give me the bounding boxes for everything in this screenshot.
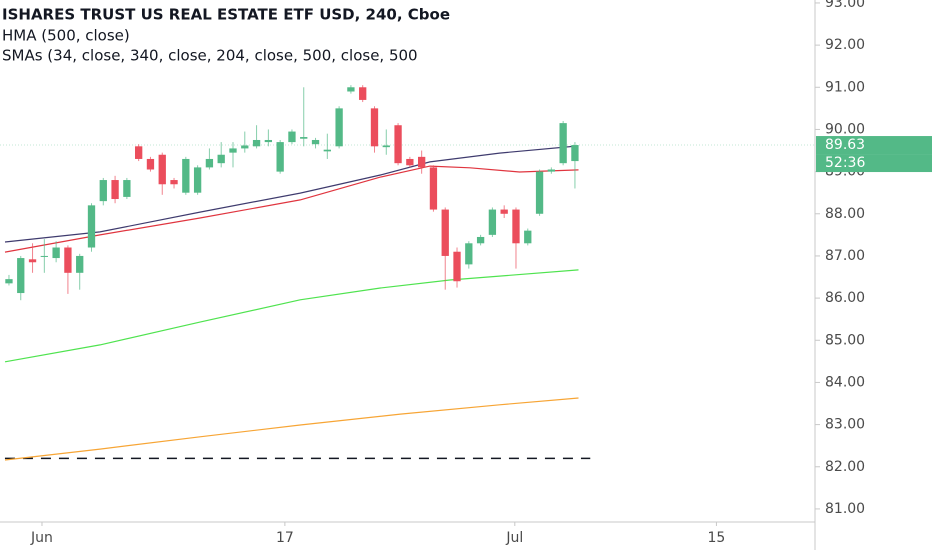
candle-body: [535, 171, 544, 214]
candle-body: [382, 145, 390, 148]
candle-body: [500, 209, 508, 214]
indicator-line: [4, 397, 579, 461]
candle-body: [99, 180, 107, 202]
indicator-line: [4, 165, 579, 253]
candle-body: [76, 255, 84, 273]
candle-body: [264, 139, 273, 143]
candle-body: [441, 209, 449, 256]
candle-body: [488, 209, 497, 235]
candle-body: [347, 87, 355, 92]
plot-area: [0, 85, 815, 461]
candle-body: [559, 123, 567, 164]
y-tick-label: 86.00: [825, 290, 865, 306]
y-tick-label: 92.00: [825, 37, 865, 53]
candle-body: [205, 158, 214, 168]
x-tick-label: Jun: [30, 530, 53, 546]
candle-body: [64, 247, 72, 273]
candle-body: [465, 243, 473, 265]
candle-body: [311, 139, 320, 145]
candle-body: [123, 180, 131, 197]
y-tick-label: 83.00: [825, 417, 865, 433]
candle-body: [323, 149, 331, 152]
candle-body: [524, 230, 532, 244]
x-tick-label: Jul: [505, 530, 523, 546]
y-tick-label: 90.00: [825, 121, 865, 137]
candle-body: [217, 154, 225, 164]
indicator-legend: SMAs (34, close, 340, close, 204, close,…: [2, 47, 418, 65]
candle-body: [28, 259, 37, 263]
x-tick-label: 15: [708, 530, 726, 546]
indicator-line: [4, 269, 579, 363]
x-tick-label: 17: [276, 530, 294, 546]
candle-body: [252, 139, 261, 147]
countdown-tag: [816, 154, 932, 173]
y-tick-label: 82.00: [825, 459, 865, 475]
candle-body: [146, 158, 155, 170]
candle-body: [512, 209, 520, 244]
candle-body: [193, 167, 202, 193]
candle-body: [158, 154, 166, 185]
candle-body: [571, 145, 579, 162]
indicator-legend: HMA (500, close): [2, 27, 130, 45]
candle-body: [453, 251, 461, 282]
y-tick-label: 93.00: [825, 0, 865, 11]
candle-body: [87, 205, 96, 248]
candle-body: [335, 108, 343, 147]
y-tick-label: 84.00: [825, 374, 865, 390]
candle-body: [300, 137, 308, 139]
candle-body: [241, 145, 249, 149]
y-tick-label: 85.00: [825, 332, 865, 348]
candle-body: [5, 279, 13, 284]
candle-body: [394, 125, 402, 164]
y-tick-label: 88.00: [825, 206, 865, 222]
candle-body: [135, 146, 143, 159]
candle-body: [229, 148, 237, 153]
last-price-tag: [816, 136, 932, 155]
candle-body: [417, 156, 426, 168]
candle-body: [52, 247, 60, 259]
indicator-line: [4, 145, 579, 243]
candle-body: [370, 108, 379, 147]
candle-body: [276, 142, 284, 172]
candle-body: [406, 158, 414, 166]
candle-body: [288, 131, 296, 143]
candle-body: [111, 180, 119, 200]
candle-body: [359, 87, 367, 100]
candle-body: [476, 236, 485, 244]
candle-body: [170, 180, 178, 185]
candle-body: [429, 167, 438, 210]
candle-body: [547, 169, 556, 172]
candle-body: [17, 258, 25, 294]
candle-body: [182, 158, 190, 193]
candle-body: [40, 255, 48, 257]
chart-title: ISHARES TRUST US REAL ESTATE ETF USD, 24…: [2, 6, 450, 24]
y-tick-label: 87.00: [825, 248, 865, 264]
countdown-label: 52:36: [825, 155, 865, 171]
y-tick-label: 91.00: [825, 79, 865, 95]
last-price-label: 89.63: [825, 137, 865, 153]
y-tick-label: 81.00: [825, 501, 865, 517]
